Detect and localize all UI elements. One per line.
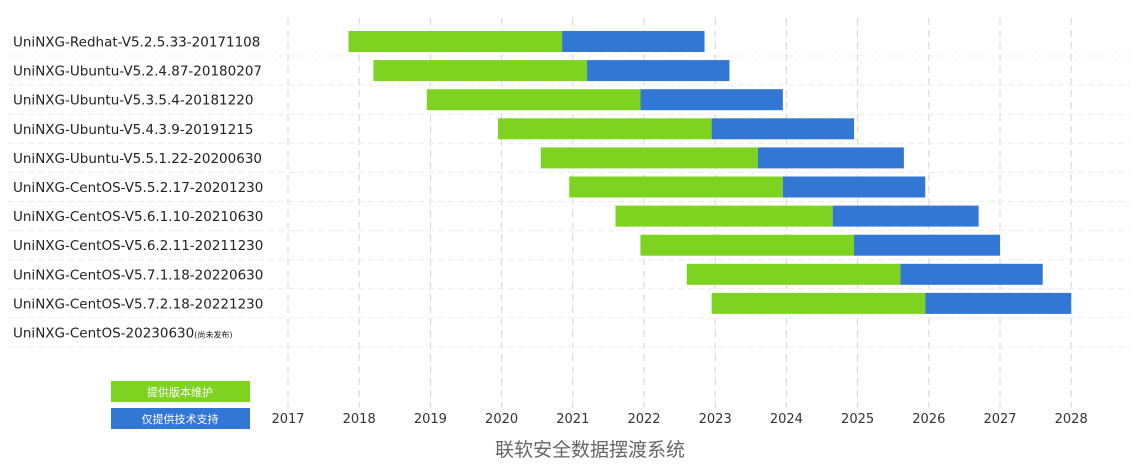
bar-support: [587, 60, 730, 82]
bar-maintenance: [498, 118, 712, 140]
legend-swatch: [111, 408, 250, 429]
bar-support: [640, 89, 783, 111]
bar-maintenance: [373, 60, 588, 82]
bar-support: [711, 118, 855, 140]
x-tick-label: 2019: [414, 412, 447, 427]
bar-maintenance: [711, 292, 926, 314]
x-tick-label: 2024: [770, 412, 803, 427]
bar-maintenance: [615, 205, 833, 227]
bars-layer: [348, 31, 1072, 314]
bar-support: [782, 176, 926, 198]
row-label: UniNXG-Ubuntu-V5.2.4.87-20180207: [13, 64, 262, 80]
horizontal-gridlines: [8, 55, 1130, 348]
bar-maintenance: [686, 263, 901, 285]
row-label: UniNXG-CentOS-V5.6.2.11-20211230: [13, 238, 263, 254]
x-tick-label: 2027: [983, 412, 1016, 427]
bar-maintenance: [640, 234, 855, 256]
legend-label: 仅提供技术支持: [142, 412, 219, 426]
x-tick-label: 2021: [556, 412, 589, 427]
bar-support: [900, 263, 1043, 285]
legend-label: 提供版本维护: [147, 385, 213, 399]
row-label: UniNXG-CentOS-V5.6.1.10-20210630: [13, 209, 263, 225]
row-label: UniNXG-Ubuntu-V5.4.3.9-20191215: [13, 122, 253, 138]
bar-support: [757, 147, 904, 169]
x-tick-label: 2023: [699, 412, 732, 427]
bar-maintenance: [348, 31, 563, 52]
x-tick-label: 2018: [343, 412, 376, 427]
legend-swatch: [111, 381, 250, 402]
row-label: UniNXG-CentOS-V5.7.1.18-20220630: [13, 267, 263, 283]
bar-support: [854, 234, 1000, 256]
x-tick-label: 2022: [627, 412, 660, 427]
bar-maintenance: [540, 147, 758, 169]
x-tick-label: 2020: [485, 412, 518, 427]
x-tick-label: 2017: [271, 412, 304, 427]
row-label: UniNXG-Ubuntu-V5.5.1.22-20200630: [13, 151, 262, 167]
row-label-note: (尚未发布): [194, 330, 232, 340]
bar-maintenance: [426, 89, 641, 111]
row-label: UniNXG-CentOS-20230630(尚未发布): [13, 326, 232, 342]
bar-support: [832, 205, 979, 227]
row-label: UniNXG-CentOS-V5.7.2.18-20221230: [13, 296, 263, 312]
x-tick-label: 2025: [841, 412, 874, 427]
bar-support: [562, 31, 705, 52]
x-axis-tick-labels: 2017 2018 2019 2020 2021 2022 2023 2024 2025 2026…: [271, 412, 1087, 427]
row-label: UniNXG-Redhat-V5.2.5.33-20171108: [13, 35, 260, 51]
bar-maintenance: [569, 176, 783, 198]
bar-support: [925, 292, 1072, 314]
chart-title: 联软安全数据摆渡系统: [495, 439, 685, 461]
row-label: UniNXG-CentOS-V5.5.2.17-20201230: [13, 180, 263, 196]
row-labels: UniNXG-Redhat-V5.2.5.33-20171108 UniNXG-U…: [13, 35, 263, 342]
row-label: UniNXG-Ubuntu-V5.3.5.4-20181220: [13, 93, 253, 109]
x-tick-label: 2026: [912, 412, 945, 427]
x-tick-label: 2028: [1055, 412, 1088, 427]
